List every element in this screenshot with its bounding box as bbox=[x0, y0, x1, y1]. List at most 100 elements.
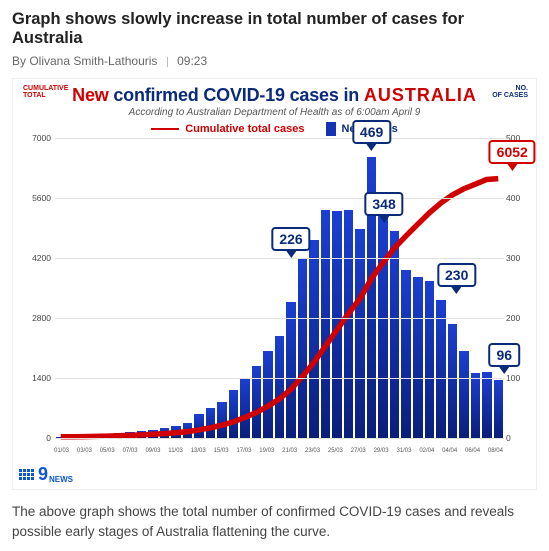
xtick bbox=[345, 448, 349, 454]
title-confirmed: confirmed COVID-19 cases in bbox=[109, 85, 364, 105]
callout-tail-icon bbox=[379, 216, 389, 223]
byline-author: Olivana Smith-Lathouris bbox=[29, 54, 157, 68]
logo-dots-icon bbox=[19, 469, 34, 480]
callout-tail-icon bbox=[286, 251, 296, 258]
xtick: 13/03 bbox=[191, 448, 206, 454]
xtick: 29/03 bbox=[374, 448, 389, 454]
callout-label: 6052 bbox=[489, 140, 536, 164]
byline-separator bbox=[167, 57, 168, 67]
xtick bbox=[368, 448, 372, 454]
ytick-left: 4200 bbox=[21, 253, 51, 263]
callout-label: 96 bbox=[488, 343, 520, 367]
chart-header: CUMULATIVE TOTAL NO. OF CASES New confir… bbox=[17, 85, 532, 136]
xtick bbox=[391, 448, 395, 454]
xtick bbox=[299, 448, 303, 454]
xtick bbox=[322, 448, 326, 454]
article-caption: The above graph shows the total number o… bbox=[12, 502, 537, 541]
xtick bbox=[459, 448, 463, 454]
left-axis-title-l2: TOTAL bbox=[23, 92, 46, 99]
xtick: 01/03 bbox=[54, 448, 69, 454]
byline: By Olivana Smith-Lathouris 09:23 bbox=[12, 54, 537, 68]
logo-nine: 9 bbox=[38, 464, 47, 485]
xtick: 19/03 bbox=[259, 448, 274, 454]
x-axis-labels: 01/03 03/03 05/03 07/03 09/03 11/03 13/03 15/03… bbox=[55, 448, 504, 454]
title-australia: AUSTRALIA bbox=[364, 85, 477, 105]
callout: 6052 bbox=[489, 140, 536, 171]
callout: 348 bbox=[364, 192, 403, 223]
xtick: 25/03 bbox=[328, 448, 343, 454]
callout-label: 348 bbox=[364, 192, 403, 216]
plot-area: 0014001002800200420030056004007000500226… bbox=[17, 138, 532, 460]
xtick: 23/03 bbox=[305, 448, 320, 454]
article-headline: Graph shows slowly increase in total num… bbox=[12, 10, 537, 48]
callout: 469 bbox=[352, 120, 391, 151]
xtick bbox=[276, 448, 280, 454]
xtick bbox=[208, 448, 212, 454]
right-axis-title: NO. OF CASES bbox=[492, 85, 528, 99]
xtick: 07/03 bbox=[123, 448, 138, 454]
right-axis-title-l1: NO. bbox=[516, 85, 528, 92]
callout-label: 230 bbox=[437, 263, 476, 287]
xtick bbox=[140, 448, 144, 454]
callout: 226 bbox=[271, 227, 310, 258]
xtick bbox=[117, 448, 121, 454]
xtick: 17/03 bbox=[236, 448, 251, 454]
xtick bbox=[231, 448, 235, 454]
right-axis-title-l2: OF CASES bbox=[492, 92, 528, 99]
legend-cumulative: Cumulative total cases bbox=[151, 123, 304, 135]
gridline bbox=[55, 318, 504, 319]
gridline bbox=[55, 138, 504, 139]
callout-label: 469 bbox=[352, 120, 391, 144]
xtick: 06/04 bbox=[465, 448, 480, 454]
xtick: 03/03 bbox=[77, 448, 92, 454]
ytick-left: 0 bbox=[21, 433, 51, 443]
gridline bbox=[55, 198, 504, 199]
xtick bbox=[413, 448, 417, 454]
byline-prefix: By bbox=[12, 54, 29, 68]
chart-subtitle: According to Australian Department of He… bbox=[17, 107, 532, 118]
callout-tail-icon bbox=[452, 287, 462, 294]
chart-card: CUMULATIVE TOTAL NO. OF CASES New confir… bbox=[12, 78, 537, 490]
xtick: 08/04 bbox=[488, 448, 503, 454]
xtick: 05/03 bbox=[100, 448, 115, 454]
callout-tail-icon bbox=[507, 164, 517, 171]
callout-tail-icon bbox=[499, 367, 509, 374]
ytick-left: 1400 bbox=[21, 373, 51, 383]
ytick-right: 400 bbox=[506, 193, 530, 203]
xtick: 11/03 bbox=[168, 448, 183, 454]
xtick bbox=[482, 448, 486, 454]
ytick-right: 300 bbox=[506, 253, 530, 263]
xtick: 15/03 bbox=[214, 448, 229, 454]
byline-time: 09:23 bbox=[177, 54, 207, 68]
ytick-left: 2800 bbox=[21, 313, 51, 323]
chart-title: New confirmed COVID-19 cases in AUSTRALI… bbox=[17, 85, 532, 106]
logo-news: NEWS bbox=[49, 475, 73, 484]
gridline bbox=[55, 438, 504, 439]
nine-news-logo: 9 NEWS bbox=[17, 460, 532, 487]
xtick bbox=[185, 448, 189, 454]
left-axis-title-l1: CUMULATIVE bbox=[23, 85, 68, 92]
ytick-right: 200 bbox=[506, 313, 530, 323]
xtick bbox=[71, 448, 75, 454]
xtick bbox=[253, 448, 257, 454]
xtick bbox=[162, 448, 166, 454]
callout-tail-icon bbox=[367, 144, 377, 151]
ytick-left: 5600 bbox=[21, 193, 51, 203]
callout-label: 226 bbox=[271, 227, 310, 251]
xtick: 21/03 bbox=[282, 448, 297, 454]
xtick: 02/04 bbox=[419, 448, 434, 454]
xtick: 27/03 bbox=[351, 448, 366, 454]
callout: 96 bbox=[488, 343, 520, 374]
gridline bbox=[55, 378, 504, 379]
xtick: 31/03 bbox=[396, 448, 411, 454]
ytick-left: 7000 bbox=[21, 133, 51, 143]
chart-legend: Cumulative total cases New cases bbox=[17, 122, 532, 136]
left-axis-title: CUMULATIVE TOTAL bbox=[23, 85, 68, 99]
xtick bbox=[94, 448, 98, 454]
ytick-right: 100 bbox=[506, 373, 530, 383]
xtick bbox=[436, 448, 440, 454]
callout: 230 bbox=[437, 263, 476, 294]
xtick: 04/04 bbox=[442, 448, 457, 454]
ytick-right: 0 bbox=[506, 433, 530, 443]
xtick: 09/03 bbox=[145, 448, 160, 454]
